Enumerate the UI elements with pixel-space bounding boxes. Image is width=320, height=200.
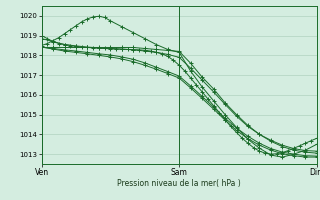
X-axis label: Pression niveau de la mer( hPa ): Pression niveau de la mer( hPa ) (117, 179, 241, 188)
